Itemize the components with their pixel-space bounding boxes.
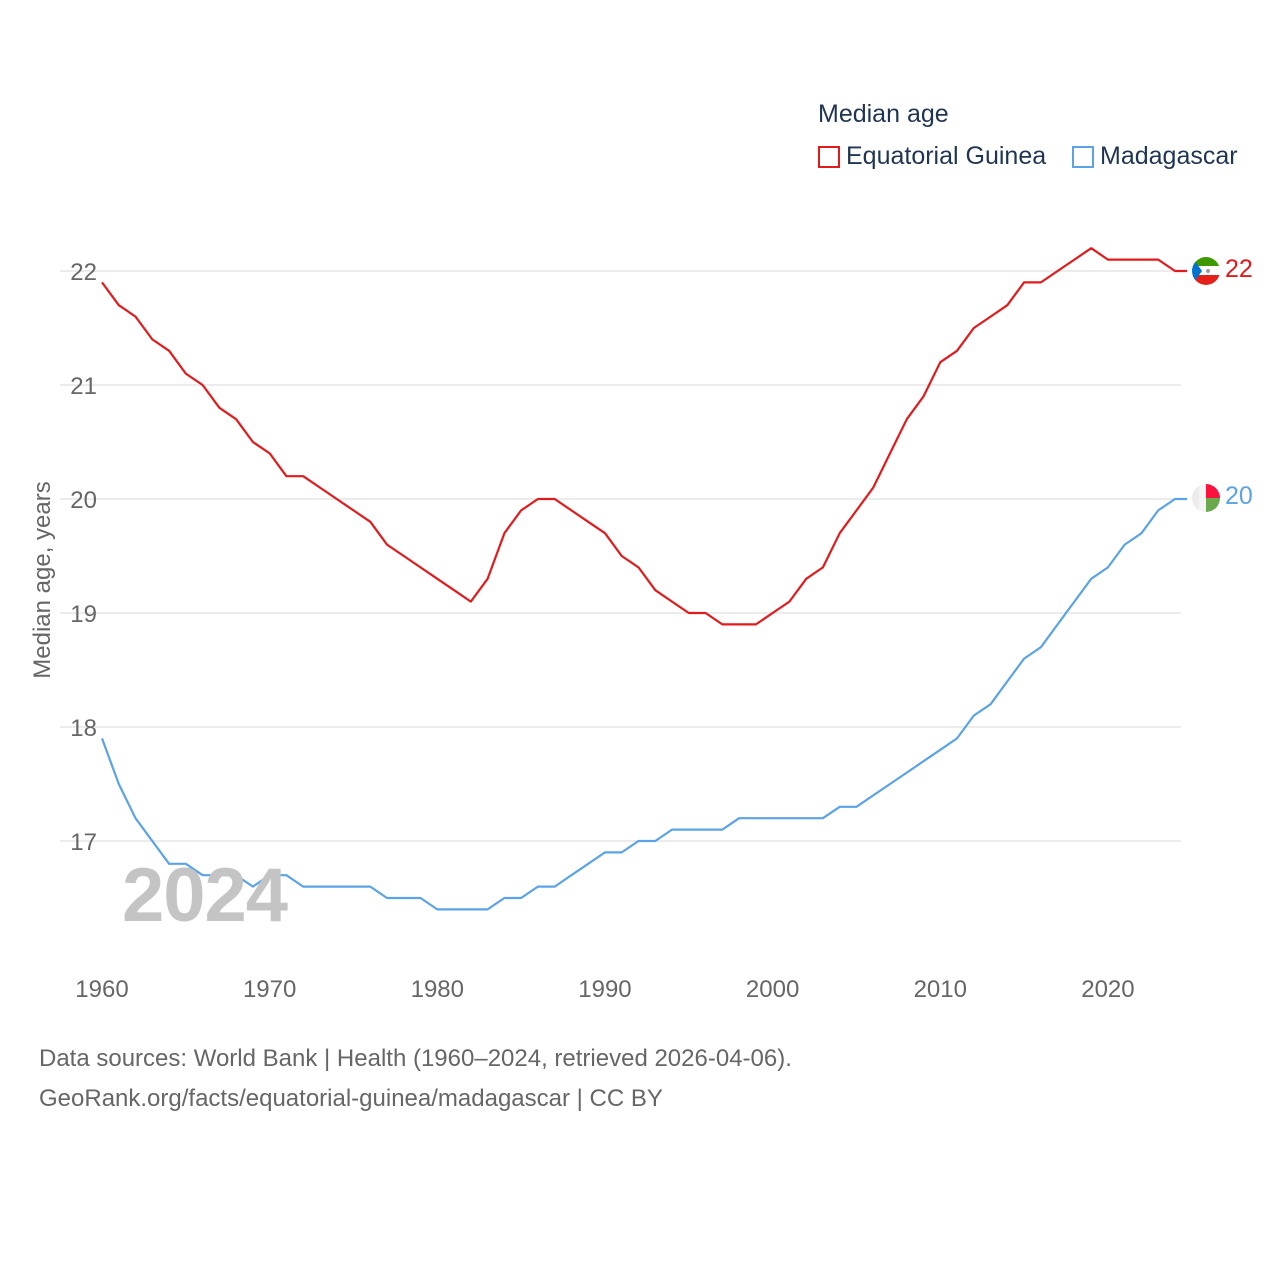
- year-watermark: 2024: [122, 853, 288, 938]
- legend-swatch-madagascar: [1072, 145, 1094, 168]
- y-tick-label: 18: [70, 715, 97, 742]
- y-axis-ticks: 17 18 19 20 21 22: [70, 259, 97, 856]
- footer-link[interactable]: GeoRank.org/facts/equatorial-guinea/mada…: [39, 1085, 663, 1112]
- x-tick-label: 1980: [411, 976, 464, 1003]
- series-line-equatorial-guinea[interactable]: [101, 247, 1187, 626]
- y-tick-label: 22: [70, 259, 97, 286]
- y-tick-label: 20: [70, 487, 97, 514]
- legend-item-madagascar[interactable]: Madagascar: [1072, 142, 1238, 171]
- legend-label: Equatorial Guinea: [846, 142, 1047, 170]
- x-axis-ticks: 1960 1970 1980 1990 2000 2010 2020: [75, 976, 1134, 1003]
- legend-label: Madagascar: [1100, 142, 1238, 170]
- y-tick-label: 21: [70, 373, 97, 400]
- madagascar-flag-icon: [1192, 484, 1220, 512]
- end-value-equatorial-guinea: 22: [1225, 255, 1253, 283]
- legend-title: Median age: [818, 100, 949, 128]
- series-lines: [100, 247, 1187, 911]
- x-tick-label: 1970: [243, 976, 296, 1003]
- y-tick-label: 17: [70, 829, 97, 856]
- x-tick-label: 2000: [746, 976, 799, 1003]
- legend-item-equatorial-guinea[interactable]: Equatorial Guinea: [818, 142, 1046, 171]
- end-markers: [1192, 257, 1220, 512]
- x-tick-label: 1960: [75, 976, 128, 1003]
- x-tick-label: 2020: [1081, 976, 1134, 1003]
- end-value-madagascar: 20: [1225, 482, 1253, 510]
- y-axis-label: Median age, years: [29, 481, 56, 679]
- x-tick-label: 1990: [578, 976, 631, 1003]
- gridlines: [60, 270, 1181, 842]
- series-line-madagascar[interactable]: [100, 497, 1187, 911]
- x-tick-label: 2010: [914, 976, 967, 1003]
- y-tick-label: 19: [70, 601, 97, 628]
- legend-swatch-equatorial-guinea: [818, 145, 840, 168]
- footer-sources: Data sources: World Bank | Health (1960–…: [39, 1045, 792, 1072]
- equatorial-guinea-flag-icon: [1192, 257, 1220, 285]
